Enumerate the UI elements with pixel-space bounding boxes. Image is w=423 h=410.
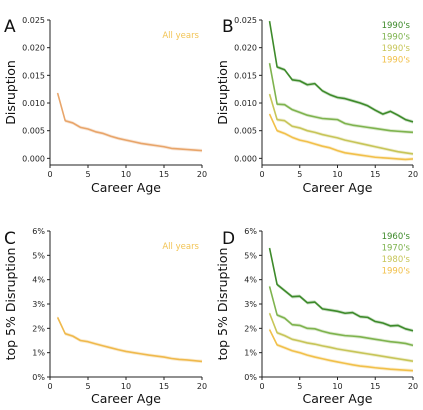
y-tick-label: 0.020 — [234, 44, 257, 53]
x-tick-label: 10 — [121, 382, 131, 391]
y-tick-label: 6% — [244, 227, 257, 236]
series-band — [57, 315, 202, 364]
series-4 — [268, 327, 414, 373]
x-tick-label: 20 — [408, 382, 418, 391]
series-line — [268, 247, 414, 332]
x-tick-label: 15 — [370, 170, 380, 179]
series-band — [269, 61, 413, 135]
y-tick-label: 0% — [244, 373, 257, 382]
x-axis-title: Career Age — [91, 391, 161, 406]
x-tick-label: 5 — [297, 170, 302, 179]
x-tick-label: 5 — [85, 170, 90, 179]
x-tick-label: 0 — [47, 170, 52, 179]
x-tick-label: 0 — [259, 382, 264, 391]
x-tick-label: 5 — [85, 382, 90, 391]
panel-a: A 0 5 10 15 20 0.000 0.005 0.010 0.015 0.020 0.025 C… — [3, 16, 207, 195]
panel-d: D 0 5 10 15 20 0% 1% 2% 3% 4% 5% 6% Career Age top 5% … — [215, 227, 418, 406]
series-band — [269, 311, 413, 363]
series-3 — [268, 311, 414, 363]
legend-entry: All years — [162, 242, 199, 252]
legend-entry: 1990's — [382, 33, 411, 43]
x-tick-label: 20 — [408, 170, 418, 179]
panel-letter: D — [222, 229, 235, 249]
series-line — [268, 286, 414, 347]
series-line — [268, 93, 414, 155]
y-tick-label: 2% — [244, 324, 257, 333]
y-tick-label: 0.005 — [234, 127, 257, 136]
y-tick-label: 1% — [244, 349, 257, 358]
series-1 — [268, 246, 414, 333]
series-4 — [268, 112, 414, 162]
panel-letter: A — [4, 17, 16, 37]
legend-entry: 1990's — [382, 267, 411, 277]
x-axis-title: Career Age — [303, 180, 373, 195]
y-axis-title: top 5% Disruption — [215, 248, 230, 361]
y-axis-title: Disruption — [3, 60, 18, 125]
series-2 — [268, 284, 414, 348]
series-1 — [56, 91, 203, 153]
y-tick-label: 0.000 — [234, 154, 257, 163]
legend-entry: 1990's — [382, 44, 411, 54]
series-2 — [268, 61, 414, 135]
panel-letter: C — [4, 229, 16, 249]
legend-entry: All years — [162, 31, 199, 41]
y-axis-title: Disruption — [215, 60, 230, 125]
y-tick-label: 0.005 — [22, 127, 45, 136]
y-tick-label: 0.015 — [234, 71, 257, 80]
y-tick-label: 0.025 — [22, 16, 45, 25]
x-tick-label: 15 — [159, 382, 169, 391]
panel-letter: B — [222, 17, 234, 37]
y-tick-label: 3% — [32, 300, 45, 309]
x-axis-title: Career Age — [303, 391, 373, 406]
x-tick-label: 20 — [197, 382, 207, 391]
series-band — [269, 327, 413, 373]
series-line — [56, 92, 203, 152]
y-tick-label: 0.025 — [234, 16, 257, 25]
x-axis-title: Career Age — [91, 180, 161, 195]
y-axis-title: top 5% Disruption — [3, 248, 18, 361]
x-tick-label: 10 — [121, 170, 131, 179]
y-tick-label: 1% — [32, 349, 45, 358]
y-tick-label: 0% — [32, 373, 45, 382]
legend-entry: 1970's — [382, 244, 411, 254]
y-tick-label: 0.010 — [234, 99, 257, 108]
y-tick-label: 4% — [32, 276, 45, 285]
x-tick-label: 10 — [332, 170, 342, 179]
series-line — [268, 113, 414, 161]
series-line — [56, 317, 203, 363]
series-band — [57, 91, 202, 153]
series-line — [268, 20, 414, 123]
series-3 — [268, 92, 414, 156]
y-tick-label: 6% — [32, 227, 45, 236]
panel-b: B 0 5 10 15 20 0.000 0.005 0.010 0.015 0.020 0.025 C… — [215, 16, 418, 195]
y-tick-label: 0.000 — [22, 154, 45, 163]
x-tick-label: 5 — [297, 382, 302, 391]
y-tick-label: 2% — [32, 324, 45, 333]
x-tick-label: 0 — [47, 382, 52, 391]
y-tick-label: 0.020 — [22, 44, 45, 53]
x-tick-label: 0 — [259, 170, 264, 179]
y-tick-label: 3% — [244, 300, 257, 309]
y-tick-label: 0.010 — [22, 99, 45, 108]
legend-entry: 1990's — [382, 21, 411, 31]
legend-entry: 1980's — [382, 255, 411, 265]
x-tick-label: 15 — [159, 170, 169, 179]
x-tick-label: 20 — [197, 170, 207, 179]
y-tick-label: 5% — [244, 251, 257, 260]
series-band — [269, 92, 413, 156]
legend-entry: 1960's — [382, 232, 411, 242]
series-1 — [56, 315, 203, 364]
series-1 — [268, 19, 414, 124]
x-tick-label: 15 — [370, 382, 380, 391]
series-line — [268, 329, 414, 372]
panel-c: C 0 5 10 15 20 0% 1% 2% 3% 4% 5% 6% Career Age top 5% … — [3, 227, 207, 406]
x-tick-label: 10 — [332, 382, 342, 391]
y-tick-label: 4% — [244, 276, 257, 285]
y-tick-label: 0.015 — [22, 71, 45, 80]
y-tick-label: 5% — [32, 251, 45, 260]
legend-entry: 1990's — [382, 56, 411, 66]
series-line — [268, 63, 414, 134]
series-line — [268, 312, 414, 362]
